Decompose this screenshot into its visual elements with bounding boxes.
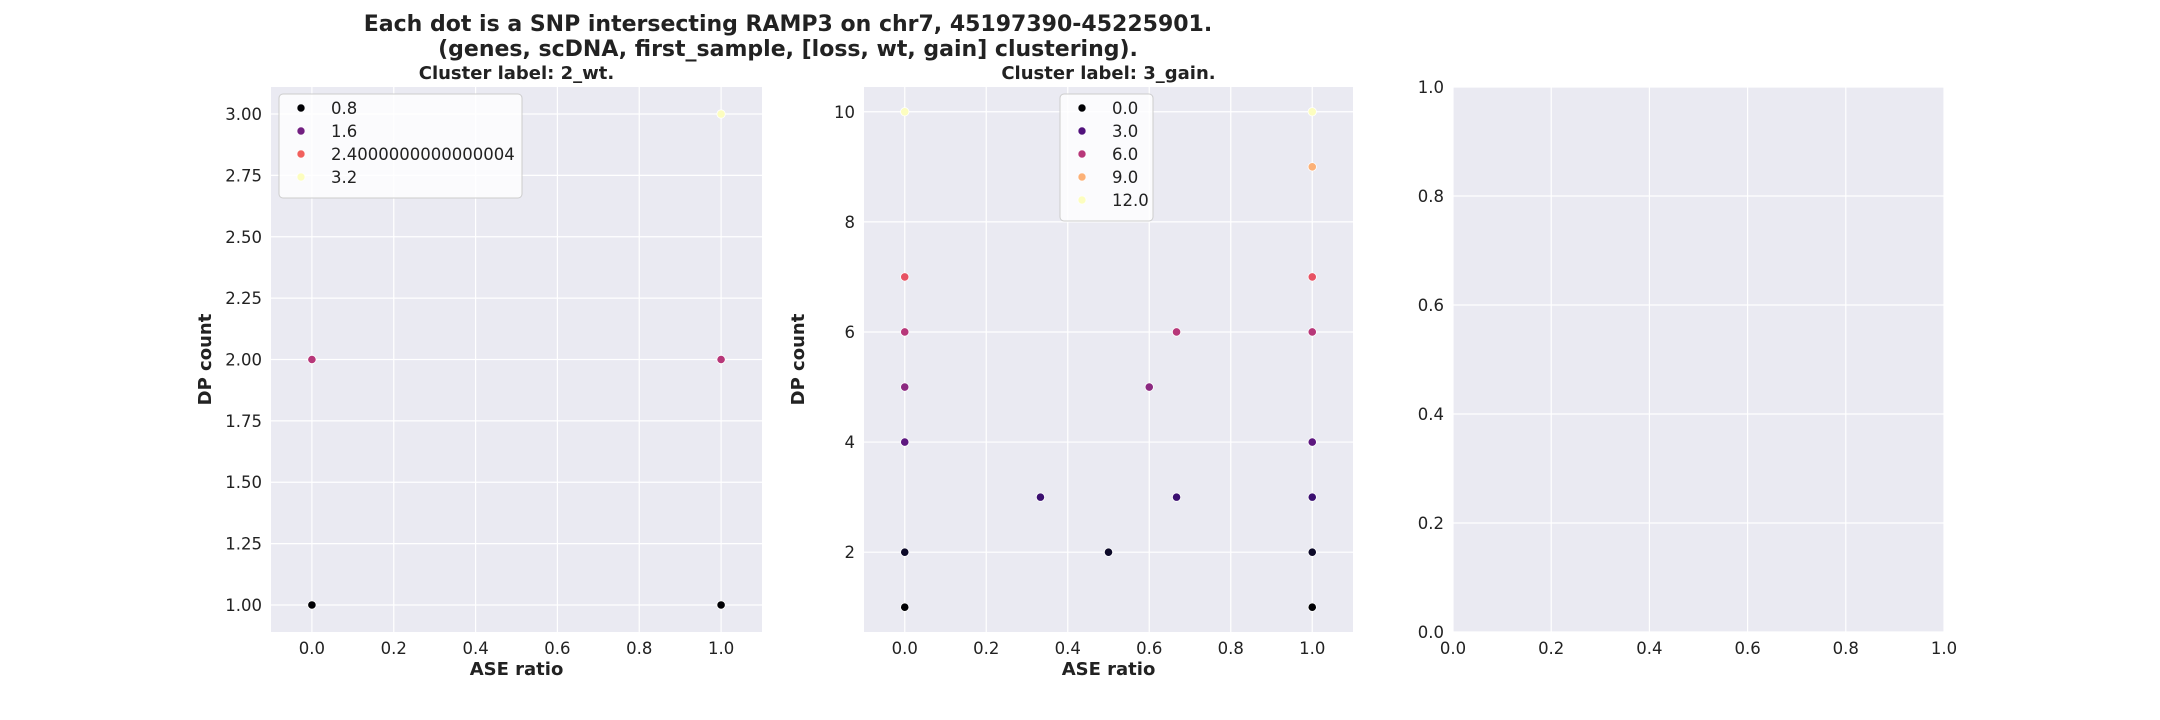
y-tick-label: 2.00: [225, 351, 262, 370]
y-tick-label: 0.4: [1418, 405, 1444, 424]
x-tick-label: 0.4: [1636, 639, 1662, 658]
y-tick-label: 0.6: [1418, 296, 1444, 315]
legend-label: 1.6: [331, 122, 357, 141]
data-point: [1307, 107, 1317, 117]
y-tick-label: 2.25: [225, 289, 262, 308]
data-point: [1171, 492, 1182, 502]
data-point: [307, 354, 317, 365]
data-point: [900, 382, 910, 392]
data-point: [716, 600, 726, 610]
data-point: [900, 602, 910, 612]
legend-marker: [1077, 149, 1087, 159]
data-point: [1307, 162, 1317, 172]
legend-label: 9.0: [1112, 168, 1138, 187]
y-tick-label: 0.8: [1418, 187, 1444, 206]
legend: 0.8 1.6 2.4000000000000004 3.2: [278, 93, 523, 199]
x-tick-label: 0.6: [544, 639, 570, 658]
data-point: [900, 327, 910, 337]
legend-marker: [296, 103, 306, 113]
x-tick-label: 0.0: [892, 639, 918, 658]
data-point: [1171, 327, 1182, 337]
panel-title: Cluster label: 3_gain.: [1001, 63, 1215, 84]
x-axis-label: ASE ratio: [1062, 659, 1156, 680]
x-tick-label: 0.4: [462, 639, 488, 658]
x-tick-label: 1.0: [1931, 639, 1957, 658]
panel-title: Cluster label: 2_wt.: [419, 63, 615, 84]
legend-box: [1059, 93, 1154, 222]
chart-panel-3: 0.0 0.2 0.4 0.6 0.8 1.0 0.0 0.2 0.4 0.6 0.8 1.0: [1418, 78, 1957, 658]
y-axis-label: DP count: [195, 313, 216, 405]
data-point: [716, 109, 726, 119]
data-point: [1307, 327, 1317, 337]
y-tick-label: 1.50: [225, 473, 262, 492]
y-tick-label: 1.25: [225, 535, 262, 554]
data-point: [900, 272, 910, 282]
data-point: [1307, 547, 1317, 557]
legend-marker: [296, 126, 306, 136]
figure-title-line2: (genes, scDNA, first_sample, [loss, wt, …: [438, 37, 1138, 62]
data-point: [1307, 492, 1317, 502]
data-point: [900, 547, 910, 557]
data-point: [1307, 437, 1317, 447]
data-point: [1307, 272, 1317, 282]
data-point: [900, 437, 910, 447]
x-tick-label: 1.0: [1299, 639, 1325, 658]
legend-marker: [296, 172, 306, 182]
data-point: [1307, 602, 1317, 612]
plot-area: [1453, 87, 1944, 632]
x-tick-label: 0.8: [1218, 639, 1244, 658]
legend-label: 0.8: [331, 99, 357, 118]
y-tick-label: 3.00: [225, 105, 262, 124]
x-tick-label: 0.6: [1734, 639, 1760, 658]
data-point: [1103, 547, 1114, 557]
legend-marker: [1077, 103, 1087, 113]
x-tick-label: 0.2: [973, 639, 999, 658]
y-tick-label: 1.00: [225, 596, 262, 615]
y-tick-label: 2: [845, 543, 856, 562]
data-point: [307, 600, 317, 610]
x-tick-label: 0.8: [626, 639, 652, 658]
legend-marker: [1077, 126, 1087, 136]
x-tick-label: 0.0: [299, 639, 325, 658]
legend: 0.0 3.0 6.0 9.0 12.0: [1059, 93, 1154, 222]
y-tick-label: 1.75: [225, 412, 262, 431]
y-axis-label: DP count: [788, 313, 809, 405]
y-tick-label: 1.0: [1418, 78, 1444, 97]
y-tick-label: 6: [845, 323, 856, 342]
legend-marker: [1077, 195, 1087, 205]
panels: 0.0 0.2 0.4 0.6 0.8 1.0 1.00 1.25 1.50 1.75 2.00 2.…: [195, 63, 1957, 680]
data-point: [1144, 382, 1154, 392]
y-tick-label: 8: [845, 213, 856, 232]
x-tick-label: 0.8: [1833, 639, 1859, 658]
y-tick-label: 0.2: [1418, 514, 1444, 533]
y-tick-label: 0.0: [1418, 623, 1444, 642]
figure-title-line1: Each dot is a SNP intersecting RAMP3 on …: [364, 12, 1212, 37]
data-point: [716, 354, 726, 365]
legend-label: 6.0: [1112, 145, 1138, 164]
legend-label: 12.0: [1112, 191, 1149, 210]
legend-label: 3.2: [331, 168, 357, 187]
legend-marker: [1077, 172, 1087, 182]
y-tick-label: 2.75: [225, 166, 262, 185]
legend-label: 2.4000000000000004: [331, 145, 515, 164]
x-tick-label: 0.2: [1538, 639, 1564, 658]
chart-panel-1: 0.0 0.2 0.4 0.6 0.8 1.0 1.00 1.25 1.50 1.75 2.00 2.…: [195, 63, 762, 680]
x-tick-label: 0.0: [1440, 639, 1466, 658]
y-tick-label: 2.50: [225, 228, 262, 247]
y-tick-label: 10: [834, 103, 855, 122]
x-tick-label: 0.2: [381, 639, 407, 658]
x-tick-label: 1.0: [708, 639, 734, 658]
x-axis-label: ASE ratio: [470, 659, 564, 680]
legend-label: 0.0: [1112, 99, 1138, 118]
legend-marker: [296, 149, 306, 159]
legend-box: [278, 93, 523, 199]
x-tick-label: 0.4: [1055, 639, 1081, 658]
legend-label: 3.0: [1112, 122, 1138, 141]
x-tick-label: 0.6: [1136, 639, 1162, 658]
data-point: [1035, 492, 1046, 502]
data-point: [900, 107, 910, 117]
chart-panel-2: 0.0 0.2 0.4 0.6 0.8 1.0 2 4 6 8 10 Cluster label: 3…: [788, 63, 1353, 680]
y-tick-label: 4: [845, 433, 856, 452]
